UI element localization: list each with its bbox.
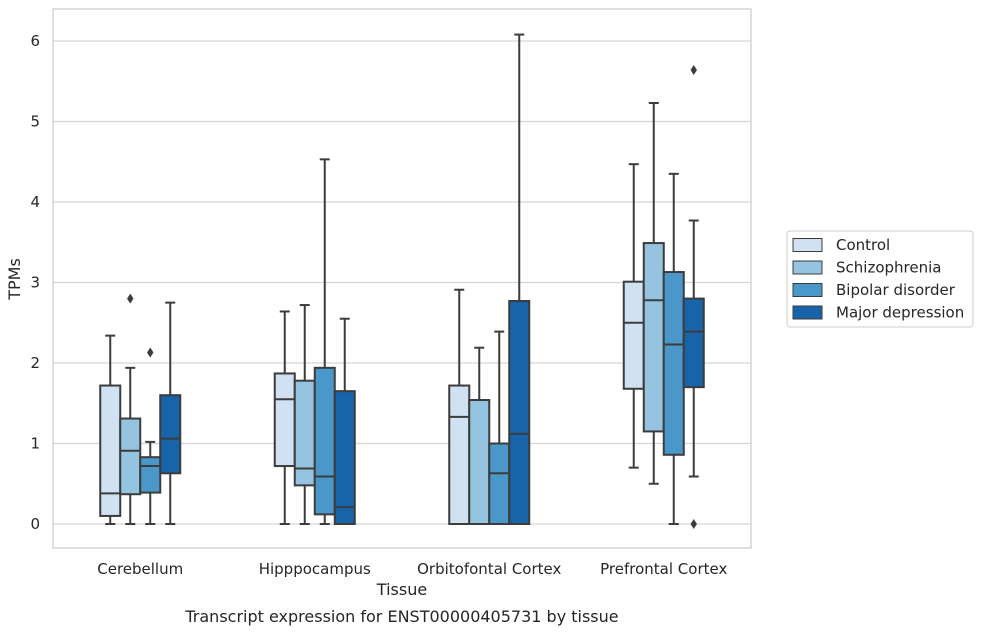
box xyxy=(622,163,645,469)
box-iqr xyxy=(333,390,356,525)
box-iqr xyxy=(488,442,511,525)
box-iqr xyxy=(139,456,162,494)
legend: Control Schizophrenia Bipolar disorder Majo… xyxy=(786,230,974,328)
y-tick-label: 0 xyxy=(30,515,40,533)
x-tick-label: Orbitofontal Cortex xyxy=(417,560,561,578)
box xyxy=(662,172,685,525)
legend-swatch xyxy=(792,260,823,275)
box xyxy=(119,293,142,525)
box xyxy=(508,33,531,526)
box xyxy=(642,101,665,485)
box-iqr xyxy=(273,372,296,468)
outlier-point xyxy=(690,519,697,529)
box-iqr xyxy=(159,394,182,475)
box xyxy=(313,158,336,525)
x-tick-label: Hipppocampus xyxy=(259,560,371,578)
box xyxy=(468,346,491,525)
box xyxy=(99,334,122,525)
outlier-point xyxy=(127,293,134,304)
x-axis-title: Tissue xyxy=(376,580,427,599)
plot-frame xyxy=(52,8,752,549)
y-tick-label: 3 xyxy=(30,274,40,292)
box-iqr xyxy=(682,297,705,389)
y-axis-title: TPMs xyxy=(5,258,24,301)
outlier-point xyxy=(690,64,697,75)
legend-label: Control xyxy=(836,236,890,254)
box-iqr xyxy=(508,300,531,526)
box xyxy=(293,304,316,525)
box-iqr xyxy=(99,384,122,517)
box xyxy=(139,347,162,525)
box-iqr xyxy=(662,271,685,456)
box-iqr xyxy=(119,417,142,496)
box xyxy=(448,288,471,526)
box xyxy=(273,310,296,525)
y-tick-label: 1 xyxy=(30,435,40,453)
box-iqr xyxy=(293,379,316,487)
legend-swatch xyxy=(792,283,823,297)
legend-swatch xyxy=(792,305,823,320)
y-tick-label: 6 xyxy=(30,32,40,50)
box xyxy=(682,64,705,529)
y-tick-label: 4 xyxy=(30,193,40,211)
x-tick-label: Prefrontal Cortex xyxy=(600,560,727,578)
box-iqr xyxy=(622,280,645,390)
box-iqr xyxy=(642,242,665,433)
y-tick-label: 5 xyxy=(30,113,40,131)
box-iqr xyxy=(448,384,471,526)
box-iqr xyxy=(468,399,491,525)
legend-swatch xyxy=(792,238,823,252)
box xyxy=(488,330,511,525)
x-tick-label: Cerebellum xyxy=(97,560,183,578)
box xyxy=(333,317,356,525)
y-tick-labels: 0 1 2 3 4 5 6 xyxy=(30,32,40,533)
box-iqr xyxy=(313,366,336,516)
y-tick-label: 2 xyxy=(30,354,40,372)
plot-area xyxy=(99,33,705,529)
outlier-point xyxy=(147,347,154,358)
box xyxy=(159,301,182,525)
legend-frame xyxy=(786,230,974,328)
chart-caption: Transcript expression for ENST0000040573… xyxy=(184,607,618,626)
legend-label: Bipolar disorder xyxy=(836,281,956,299)
legend-label: Schizophrenia xyxy=(836,259,941,277)
x-tick-labels: Cerebellum Hipppocampus Orbitofontal Corte… xyxy=(97,560,727,578)
legend-label: Major depression xyxy=(836,304,964,322)
